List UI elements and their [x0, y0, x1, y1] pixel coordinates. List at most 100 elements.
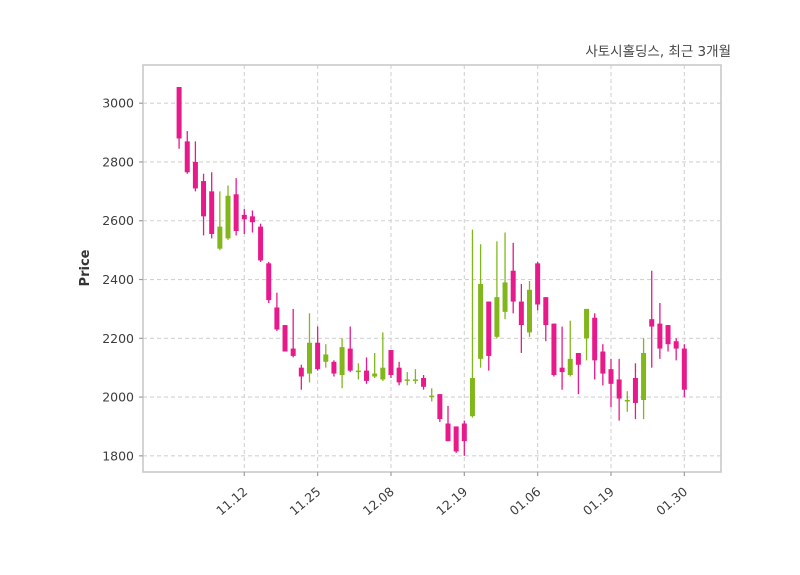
- candle-body: [429, 395, 435, 398]
- candle: [225, 185, 231, 240]
- plot-border: [142, 64, 722, 473]
- candle-body: [380, 367, 386, 380]
- candle: [559, 326, 565, 390]
- tick-labels: 1800 2000 2200 2400 2600 2800 3000 11.12 11.25 12…: [102, 96, 690, 519]
- candle: [201, 173, 207, 236]
- candle: [453, 426, 459, 453]
- candle: [486, 301, 492, 371]
- candles: [176, 87, 687, 456]
- y-tick-label: 2600: [102, 213, 134, 228]
- candle-body: [241, 214, 247, 220]
- candle: [298, 364, 304, 390]
- candle-body: [478, 283, 484, 359]
- x-tick-label: 12.08: [360, 484, 397, 519]
- x-tick-label: 01.06: [507, 484, 544, 519]
- candle: [249, 210, 255, 233]
- candle-body: [518, 301, 524, 326]
- candle: [608, 358, 614, 408]
- candle: [241, 208, 247, 234]
- candle-body: [331, 361, 337, 374]
- candle-body: [355, 370, 361, 373]
- candle: [315, 326, 321, 371]
- candle-body: [176, 87, 182, 139]
- candle-body: [437, 394, 443, 420]
- candle-body: [323, 354, 329, 362]
- candle: [429, 388, 435, 402]
- candle-body: [298, 367, 304, 377]
- y-tick-label: 1800: [102, 448, 134, 463]
- candle-body: [665, 325, 671, 345]
- y-axis-label: Price: [78, 249, 93, 286]
- candle: [616, 358, 622, 421]
- candle: [592, 313, 598, 380]
- candle-body: [510, 270, 516, 302]
- candle: [290, 308, 296, 358]
- candle-body: [290, 348, 296, 356]
- candle-body: [559, 367, 565, 373]
- y-tick-label: 2000: [102, 390, 134, 405]
- candle-body: [209, 191, 215, 234]
- candle-body: [372, 373, 378, 377]
- candle-body: [616, 379, 622, 399]
- y-tick-label: 3000: [102, 96, 134, 111]
- candle: [518, 283, 524, 353]
- candle-body: [608, 369, 614, 384]
- axis-ticks: [139, 102, 685, 476]
- candle-body: [543, 297, 549, 326]
- candle: [681, 344, 687, 398]
- candle-body: [584, 308, 590, 339]
- candle: [543, 297, 549, 342]
- candle: [184, 131, 190, 174]
- candle: [567, 320, 573, 377]
- candle: [355, 363, 361, 380]
- candle-body: [339, 347, 345, 376]
- candle-body: [249, 216, 255, 223]
- candle: [502, 232, 508, 320]
- candle-body: [494, 297, 500, 337]
- candle: [624, 391, 630, 412]
- candle-body: [396, 367, 402, 383]
- candle-body: [592, 317, 598, 361]
- candle-body: [575, 352, 581, 365]
- candle-body: [258, 226, 264, 261]
- candle: [584, 308, 590, 361]
- candle: [209, 172, 215, 239]
- y-tick-label: 2400: [102, 272, 134, 287]
- candle-body: [184, 141, 190, 173]
- candle: [388, 350, 394, 378]
- candle: [437, 394, 443, 423]
- candle: [192, 141, 198, 192]
- candle-body: [527, 289, 533, 333]
- candle: [258, 223, 264, 262]
- candle-body: [632, 377, 638, 403]
- candle: [665, 325, 671, 352]
- candle: [494, 241, 500, 339]
- candle: [306, 313, 312, 383]
- candle-body: [347, 348, 353, 371]
- candle: [364, 357, 370, 384]
- candle: [641, 338, 647, 420]
- candle-body: [201, 181, 207, 217]
- candle-body: [657, 323, 663, 349]
- candle: [396, 361, 402, 386]
- candle-body: [502, 282, 508, 312]
- x-tick-label: 01.30: [653, 484, 690, 519]
- candle: [266, 261, 272, 304]
- candle: [469, 229, 475, 418]
- candle-body: [551, 323, 557, 376]
- candle: [282, 325, 288, 352]
- candle-body: [412, 379, 418, 381]
- candle: [551, 323, 557, 377]
- candle-body: [282, 325, 288, 352]
- candle: [527, 280, 533, 337]
- candle-body: [225, 195, 231, 239]
- candle: [339, 338, 345, 389]
- candle: [478, 244, 484, 368]
- candle: [412, 369, 418, 384]
- candle: [445, 405, 451, 442]
- candle: [673, 338, 679, 361]
- candle-body: [306, 342, 312, 374]
- candle-body: [364, 370, 370, 381]
- candle: [461, 420, 467, 456]
